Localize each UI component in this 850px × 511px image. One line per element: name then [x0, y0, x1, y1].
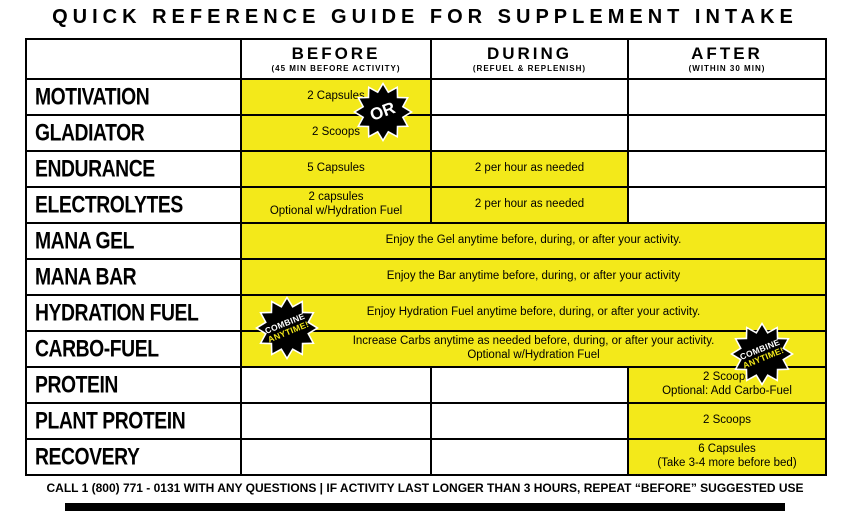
column-header-before: BEFORE (45 MIN BEFORE ACTIVITY): [240, 38, 432, 80]
cell-span: Enjoy the Gel anytime before, during, or…: [240, 222, 827, 260]
table-row-protein: PROTEIN 2 Scoops Optional: Add Carbo-Fue…: [25, 366, 827, 404]
bottom-logo-strip: [65, 503, 785, 511]
page-title: QUICK REFERENCE GUIDE FOR SUPPLEMENT INT…: [52, 6, 798, 28]
cell-before: 2 capsules Optional w/Hydration Fuel: [240, 186, 432, 224]
header-row: BEFORE (45 MIN BEFORE ACTIVITY) DURING (…: [25, 38, 827, 80]
or-starburst-badge: OR: [353, 82, 413, 142]
footer-note: CALL 1 (800) 771 - 0131 WITH ANY QUESTIO…: [46, 481, 804, 495]
starburst-icon: OR: [356, 85, 410, 139]
empty-cell: [240, 438, 432, 476]
empty-cell: [430, 402, 629, 440]
column-header-after: AFTER (WITHIN 30 MIN): [627, 38, 827, 80]
column-subtitle: (45 MIN BEFORE ACTIVITY): [271, 63, 401, 73]
combine-badge-label: COMBINE ANYTIME!: [263, 310, 311, 345]
row-label: ELECTROLYTES: [25, 186, 242, 224]
cell-after: 6 Capsules (Take 3-4 more before bed): [627, 438, 827, 476]
empty-cell: [240, 402, 432, 440]
row-label: MANA BAR: [25, 258, 242, 296]
combine-anytime-badge-right: COMBINE ANYTIME!: [730, 322, 794, 386]
row-label: PROTEIN: [25, 366, 242, 404]
cell-span: Enjoy Hydration Fuel anytime before, dur…: [240, 294, 827, 332]
table-row-recovery: RECOVERY 6 Capsules (Take 3-4 more befor…: [25, 438, 827, 476]
cell-span: Increase Carbs anytime as needed before,…: [240, 330, 827, 368]
column-subtitle: (WITHIN 30 MIN): [688, 63, 766, 73]
empty-cell: [627, 78, 827, 116]
row-label: MANA GEL: [25, 222, 242, 260]
table-row-gladiator: GLADIATOR 2 Scoops: [25, 114, 827, 152]
cell-span: Enjoy the Bar anytime before, during, or…: [240, 258, 827, 296]
cell-during: 2 per hour as needed: [430, 186, 629, 224]
cell-after: 2 Scoops Optional: Add Carbo-Fuel: [627, 366, 827, 404]
table-row-plant-protein: PLANT PROTEIN 2 Scoops: [25, 402, 827, 440]
empty-cell: [627, 150, 827, 188]
supplement-table: BEFORE (45 MIN BEFORE ACTIVITY) DURING (…: [25, 38, 827, 476]
table-row-motivation: MOTIVATION 2 Capsules: [25, 78, 827, 116]
cell-during: 2 per hour as needed: [430, 150, 629, 188]
row-label: PLANT PROTEIN: [25, 402, 242, 440]
table-row-mana-gel: MANA GEL Enjoy the Gel anytime before, d…: [25, 222, 827, 260]
or-badge-label: OR: [367, 98, 399, 125]
row-label: HYDRATION FUEL: [25, 294, 242, 332]
column-label: BEFORE: [291, 44, 381, 64]
table-row-hydration-fuel: HYDRATION FUEL Enjoy Hydration Fuel anyt…: [25, 294, 827, 332]
cell-before: 5 Capsules: [240, 150, 432, 188]
row-label: CARBO-FUEL: [25, 330, 242, 368]
supplement-table-wrap: BEFORE (45 MIN BEFORE ACTIVITY) DURING (…: [25, 38, 827, 476]
empty-cell: [430, 78, 629, 116]
column-subtitle: (REFUEL & REPLENISH): [472, 63, 587, 73]
combine-anytime-badge-left: COMBINE ANYTIME!: [255, 296, 319, 360]
column-label: AFTER: [691, 44, 763, 64]
combine-badge-label: COMBINE ANYTIME!: [738, 336, 786, 371]
column-header-during: DURING (REFUEL & REPLENISH): [430, 38, 629, 80]
corner-cell: [25, 38, 242, 80]
table-row-mana-bar: MANA BAR Enjoy the Bar anytime before, d…: [25, 258, 827, 296]
table-row-electrolytes: ELECTROLYTES 2 capsules Optional w/Hydra…: [25, 186, 827, 224]
empty-cell: [627, 114, 827, 152]
empty-cell: [430, 438, 629, 476]
empty-cell: [430, 366, 629, 404]
row-label: GLADIATOR: [25, 114, 242, 152]
starburst-icon: COMBINE ANYTIME!: [733, 325, 791, 383]
cell-before: 2 Scoops: [240, 114, 432, 152]
empty-cell: [240, 366, 432, 404]
table-row-endurance: ENDURANCE 5 Capsules 2 per hour as neede…: [25, 150, 827, 188]
row-label: MOTIVATION: [25, 78, 242, 116]
empty-cell: [430, 114, 629, 152]
empty-cell: [627, 186, 827, 224]
row-label: ENDURANCE: [25, 150, 242, 188]
starburst-icon: COMBINE ANYTIME!: [258, 299, 316, 357]
column-label: DURING: [486, 44, 573, 64]
table-row-carbo-fuel: CARBO-FUEL Increase Carbs anytime as nee…: [25, 330, 827, 368]
cell-after: 2 Scoops: [627, 402, 827, 440]
row-label: RECOVERY: [25, 438, 242, 476]
